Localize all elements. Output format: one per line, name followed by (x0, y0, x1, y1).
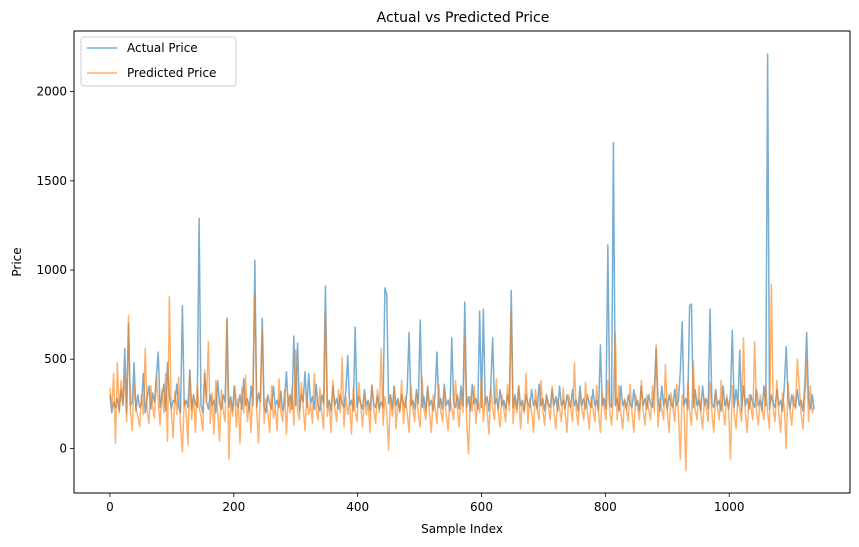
x-axis-label: Sample Index (421, 522, 503, 536)
legend: Actual Price Predicted Price (80, 36, 237, 87)
x-tick-label: 200 (222, 500, 245, 514)
plot-area (73, 30, 851, 494)
x-tick-label: 1000 (714, 500, 745, 514)
y-tick-label: 500 (44, 352, 67, 366)
plot-frame (73, 30, 851, 494)
y-tick-label: 2000 (36, 85, 67, 99)
y-tick-label: 1500 (36, 174, 67, 188)
x-tick-label: 0 (106, 500, 114, 514)
x-tick-label: 400 (346, 500, 369, 514)
y-tick-label: 0 (59, 441, 67, 455)
y-tick-label: 1000 (36, 263, 67, 277)
series-line-predicted-price (109, 283, 815, 472)
x-axis: 0 200 400 600 800 1000 (106, 493, 745, 514)
x-tick-label: 600 (470, 500, 493, 514)
x-tick-label: 800 (594, 500, 617, 514)
y-axis-label: Price (10, 247, 24, 276)
legend-box (80, 36, 237, 87)
y-axis: 0 500 1000 1500 2000 (36, 85, 74, 455)
series-layer (109, 53, 815, 472)
legend-label-actual-price: Actual Price (127, 41, 198, 55)
chart-title: Actual vs Predicted Price (377, 10, 550, 26)
legend-label-predicted-price: Predicted Price (127, 66, 216, 80)
